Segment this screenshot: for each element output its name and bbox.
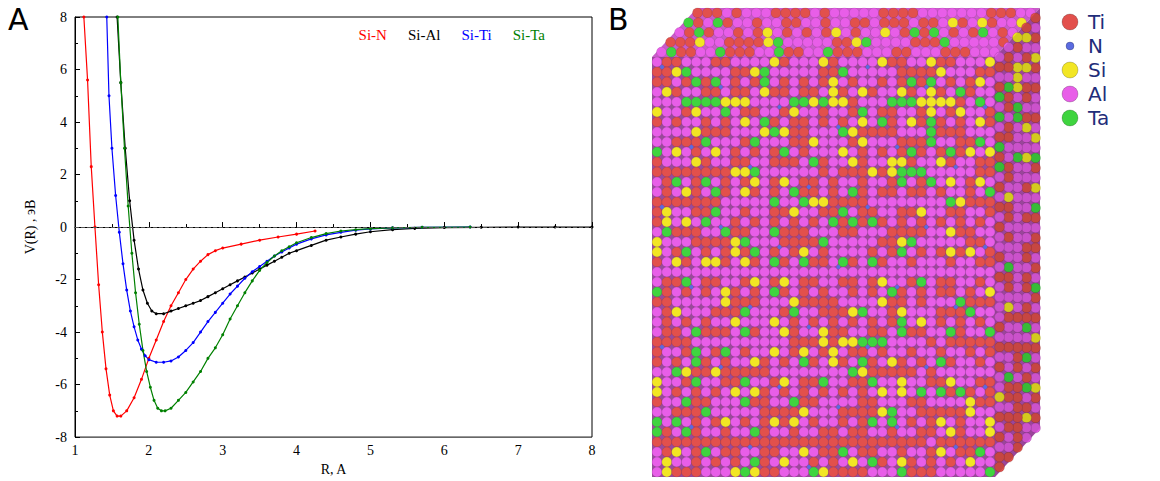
html-text:B: B [608,2,629,37]
html-text:A: A [8,2,29,37]
svg-text:-6: -6 [55,377,67,392]
svg-text:-8: -8 [55,430,67,445]
svg-text:Si-Al: Si-Al [408,27,441,43]
svg-text:6: 6 [441,443,448,458]
svg-text:Si-Ta: Si-Ta [513,27,546,43]
svg-text:V(R) , эВ: V(R) , эВ [23,200,39,255]
svg-text:8: 8 [589,443,596,458]
svg-text:4: 4 [293,443,300,458]
svg-text:1: 1 [72,443,79,458]
svg-text:8: 8 [60,10,67,25]
svg-text:2: 2 [145,443,152,458]
svg-text:3: 3 [219,443,226,458]
svg-text:N: N [1088,34,1103,58]
svg-text:Ti: Ti [1087,10,1105,34]
svg-text:0: 0 [60,220,67,235]
svg-text:Si: Si [1088,58,1106,82]
svg-text:-2: -2 [55,272,67,287]
svg-text:2: 2 [60,167,67,182]
svg-text:Ta: Ta [1087,106,1109,130]
svg-text:Si-Ti: Si-Ti [461,27,491,43]
svg-text:6: 6 [60,62,67,77]
svg-text:Al: Al [1088,82,1107,106]
svg-text:Si-N: Si-N [359,27,388,43]
svg-text:R, A: R, A [321,462,348,477]
svg-text:5: 5 [367,443,374,458]
svg-text:4: 4 [60,115,67,130]
svg-text:-4: -4 [55,325,67,340]
svg-text:7: 7 [515,443,522,458]
